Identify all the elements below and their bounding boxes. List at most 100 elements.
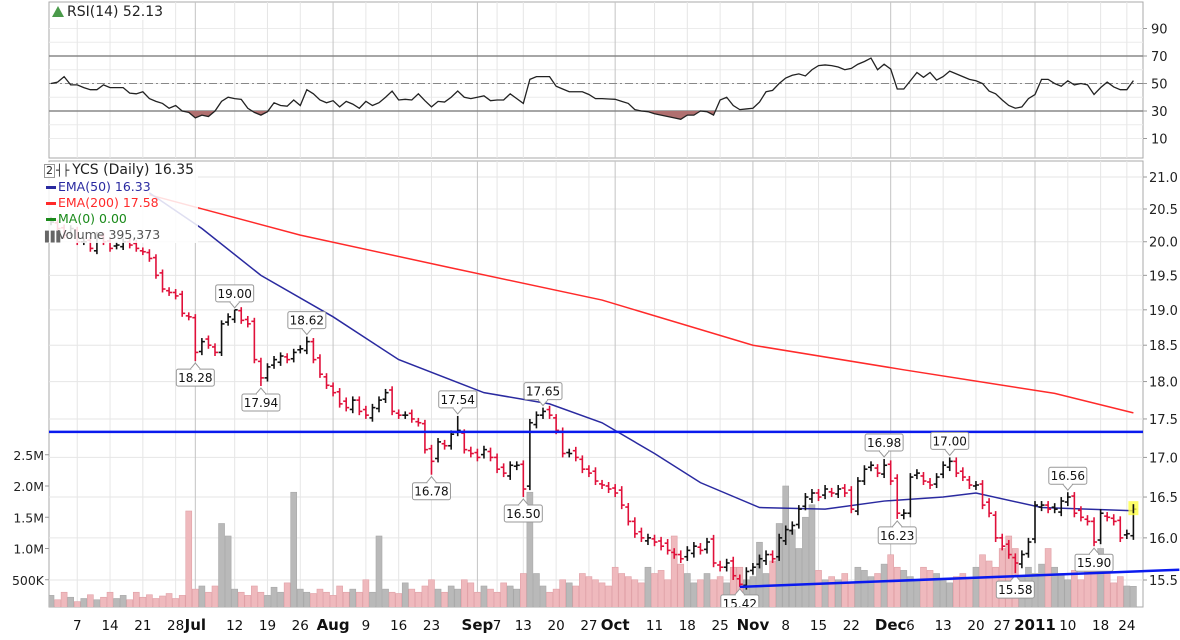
price-annotation: 17.65 <box>523 382 563 407</box>
volume-bar <box>49 595 55 607</box>
volume-bar <box>605 585 612 607</box>
volume-bar <box>277 591 284 607</box>
price-axis-label: 20.0 <box>1149 236 1178 251</box>
volume-bar <box>749 576 757 607</box>
rsi-line <box>50 57 1134 120</box>
rsi-label: RSI(14) 52.13 <box>67 4 164 20</box>
ohlc-bar <box>658 536 665 551</box>
ohlc-bar <box>421 419 428 454</box>
price-annotation: 17.00 <box>930 431 970 457</box>
x-axis-label: 24 <box>1118 618 1135 634</box>
x-axis-label: 16 <box>390 618 407 634</box>
price-annotation: 16.50 <box>503 498 543 523</box>
ohlc-bar <box>749 562 756 575</box>
rising-trendline <box>739 568 1180 589</box>
volume-bar <box>533 573 540 607</box>
ohlc-bar <box>513 461 520 471</box>
price-annotation: 15.90 <box>1074 547 1114 572</box>
ohlc-bar <box>251 317 258 364</box>
x-axis-label: 23 <box>423 618 440 634</box>
ohlc-bar <box>330 382 337 397</box>
price-axis-label: 18.0 <box>1149 376 1178 391</box>
volume-bar <box>998 548 1006 607</box>
ohlc-bar <box>487 447 494 462</box>
ohlc-bar <box>999 533 1006 551</box>
annotation-label: 16.56 <box>1051 469 1085 483</box>
annotation-label: 18.28 <box>178 371 212 385</box>
volume-bar <box>624 576 632 607</box>
volume-bar <box>907 576 914 607</box>
ohlc-bar <box>835 485 842 498</box>
ohlc-bar <box>815 489 822 502</box>
ohlc-bar <box>710 534 717 568</box>
ohlc-bar <box>113 241 120 250</box>
price-annotation: 16.98 <box>864 433 904 458</box>
volume-axis-label: 1.5M <box>13 510 44 525</box>
x-axis-label: 22 <box>843 618 860 634</box>
ohlc-bar <box>179 290 186 317</box>
volume-bar <box>290 491 298 607</box>
volume-bar <box>362 579 370 607</box>
ohlc-bar <box>1097 509 1104 545</box>
volume-bar <box>592 579 599 607</box>
annotation-joint <box>302 326 311 330</box>
ohlc-bar <box>1045 501 1052 514</box>
volume-bar <box>539 585 547 607</box>
annotation-label: 15.90 <box>1077 556 1111 570</box>
ohlc-bar <box>271 356 278 369</box>
x-axis-label: Aug <box>317 616 350 634</box>
volume-bar <box>369 591 376 607</box>
x-axis-label: 28 <box>167 618 184 634</box>
ohlc-bar <box>697 543 704 555</box>
ohlc-bar <box>808 489 815 503</box>
volume-bar <box>1044 548 1052 607</box>
ohlc-bar <box>599 479 606 490</box>
volume-bar <box>100 596 107 607</box>
volume-bar <box>1097 548 1104 607</box>
volume-bar <box>716 576 724 607</box>
ohlc-bar <box>1110 514 1117 526</box>
volume-bar <box>87 594 94 607</box>
ohlc-bar <box>474 448 481 462</box>
annotation-joint <box>880 448 889 452</box>
ohlc-bar <box>1005 540 1012 559</box>
ohlc-bar <box>789 521 796 535</box>
volume-bar <box>185 510 193 607</box>
ohlc-bar <box>540 407 546 419</box>
volume-bar <box>513 588 521 607</box>
x-axis-label: Nov <box>737 616 770 634</box>
volume-bar <box>329 595 337 607</box>
price-axis-label: 18.5 <box>1149 339 1178 354</box>
rsi-plot-frame <box>48 1 1144 159</box>
volume-bar <box>874 573 881 607</box>
ohlc-bar <box>185 312 192 321</box>
ohlc-bar <box>520 460 527 498</box>
volume-bar <box>559 579 566 607</box>
price-legend: 2 ┤├ YCS (Daily) 16.35 EMA(50) 16.33 EMA(2… <box>44 162 199 243</box>
volume-bar <box>913 579 921 607</box>
ohlc-bar <box>369 403 376 422</box>
ohlc-bar <box>723 558 730 572</box>
ohlc-bar <box>389 386 396 416</box>
x-axis-label: 14 <box>101 618 118 634</box>
volume-bar <box>900 570 908 607</box>
price-annotation: 15.58 <box>995 574 1035 599</box>
annotation-label: 19.00 <box>218 287 252 301</box>
ohlc-bar <box>467 446 474 458</box>
ohlc-bar <box>572 446 579 462</box>
price-axis-label: 17.5 <box>1149 413 1178 428</box>
volume-bar <box>375 535 383 607</box>
volume-bar <box>323 591 330 607</box>
volume-bar <box>349 588 357 607</box>
ohlc-bar <box>822 485 829 500</box>
volume-bar <box>736 566 744 607</box>
annotation-label: 18.62 <box>290 314 324 328</box>
ohlc-bar <box>1071 492 1078 518</box>
ohlc-bar <box>376 396 382 413</box>
volume-bar <box>257 591 265 607</box>
ohlc-bar <box>166 287 173 296</box>
volume-bar <box>264 595 271 607</box>
ohlc-bar <box>756 554 763 569</box>
volume-bar <box>782 485 790 607</box>
ohlc-bar <box>533 411 540 429</box>
